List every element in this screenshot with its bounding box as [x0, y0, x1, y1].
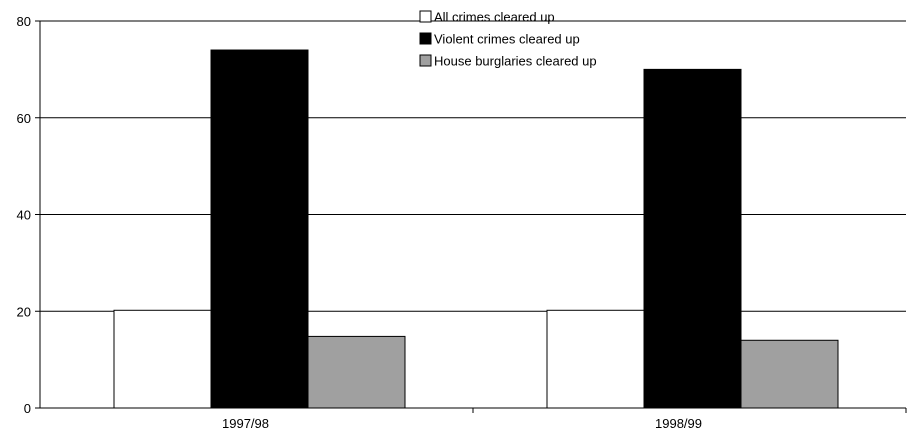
- legend-swatch: [419, 32, 432, 45]
- bar-all-crimes-1: [113, 309, 212, 409]
- x-tick-label: 1997/98: [222, 416, 269, 431]
- legend-label: All crimes cleared up: [434, 10, 555, 25]
- bars: [113, 49, 839, 409]
- y-tick-label: 0: [24, 401, 31, 416]
- bar-violent-crimes-2: [643, 68, 742, 409]
- bar-violent-crimes-1: [210, 49, 309, 409]
- bar-house-burglaries-1: [307, 335, 406, 409]
- legend-swatch: [419, 54, 432, 67]
- y-tick-label: 80: [17, 14, 31, 29]
- bar-house-burglaries-2: [740, 339, 839, 409]
- legend-label: Violent crimes cleared up: [434, 32, 580, 47]
- y-tick-label: 40: [17, 208, 31, 223]
- legend-label: House burglaries cleared up: [434, 54, 597, 69]
- gridlines: [40, 20, 906, 312]
- y-tick-label: 60: [17, 111, 31, 126]
- x-tick-label: 1998/99: [655, 416, 702, 431]
- legend-swatch: [419, 10, 432, 23]
- y-axis-ticks: 0 20 40 60 80: [17, 14, 40, 416]
- legend: All crimes cleared up Violent crimes clea…: [419, 10, 597, 69]
- x-axis-ticks: 1997/98 1998/99: [222, 408, 907, 431]
- y-tick-label: 20: [17, 304, 31, 319]
- bar-all-crimes-2: [546, 309, 645, 409]
